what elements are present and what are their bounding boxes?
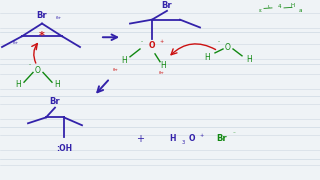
Text: H: H [160, 61, 166, 70]
Text: O: O [225, 42, 231, 51]
Text: +: + [200, 132, 204, 138]
Text: H: H [204, 53, 210, 62]
Text: 4: 4 [277, 4, 281, 9]
Text: Br: Br [162, 1, 172, 10]
Text: H: H [121, 56, 127, 65]
Text: ··: ·· [218, 39, 220, 44]
Text: Br: Br [50, 97, 60, 106]
Text: 3: 3 [181, 140, 185, 145]
Text: a: a [298, 8, 302, 13]
Text: O: O [149, 40, 155, 50]
Text: +: + [160, 39, 164, 44]
Text: H: H [291, 3, 295, 8]
Text: H: H [246, 55, 252, 64]
Text: ⁻: ⁻ [233, 132, 236, 138]
Text: δ+: δ+ [159, 71, 165, 75]
Text: H: H [15, 80, 21, 89]
Text: δ+: δ+ [113, 68, 119, 71]
Text: *: * [39, 31, 45, 41]
Text: O: O [189, 134, 195, 143]
Text: Br: Br [217, 134, 227, 143]
Text: ··: ·· [140, 39, 143, 44]
Text: δ+: δ+ [13, 41, 19, 45]
Text: ε: ε [259, 8, 261, 13]
Text: :OH: :OH [56, 144, 72, 153]
Text: H: H [54, 80, 60, 89]
Text: H: H [169, 134, 175, 143]
Text: δ+: δ+ [56, 16, 62, 20]
Text: +: + [136, 134, 144, 144]
Text: ··: ·· [28, 62, 31, 67]
Text: O: O [35, 66, 41, 75]
Text: ι: ι [267, 4, 269, 9]
Text: Br: Br [37, 11, 47, 20]
